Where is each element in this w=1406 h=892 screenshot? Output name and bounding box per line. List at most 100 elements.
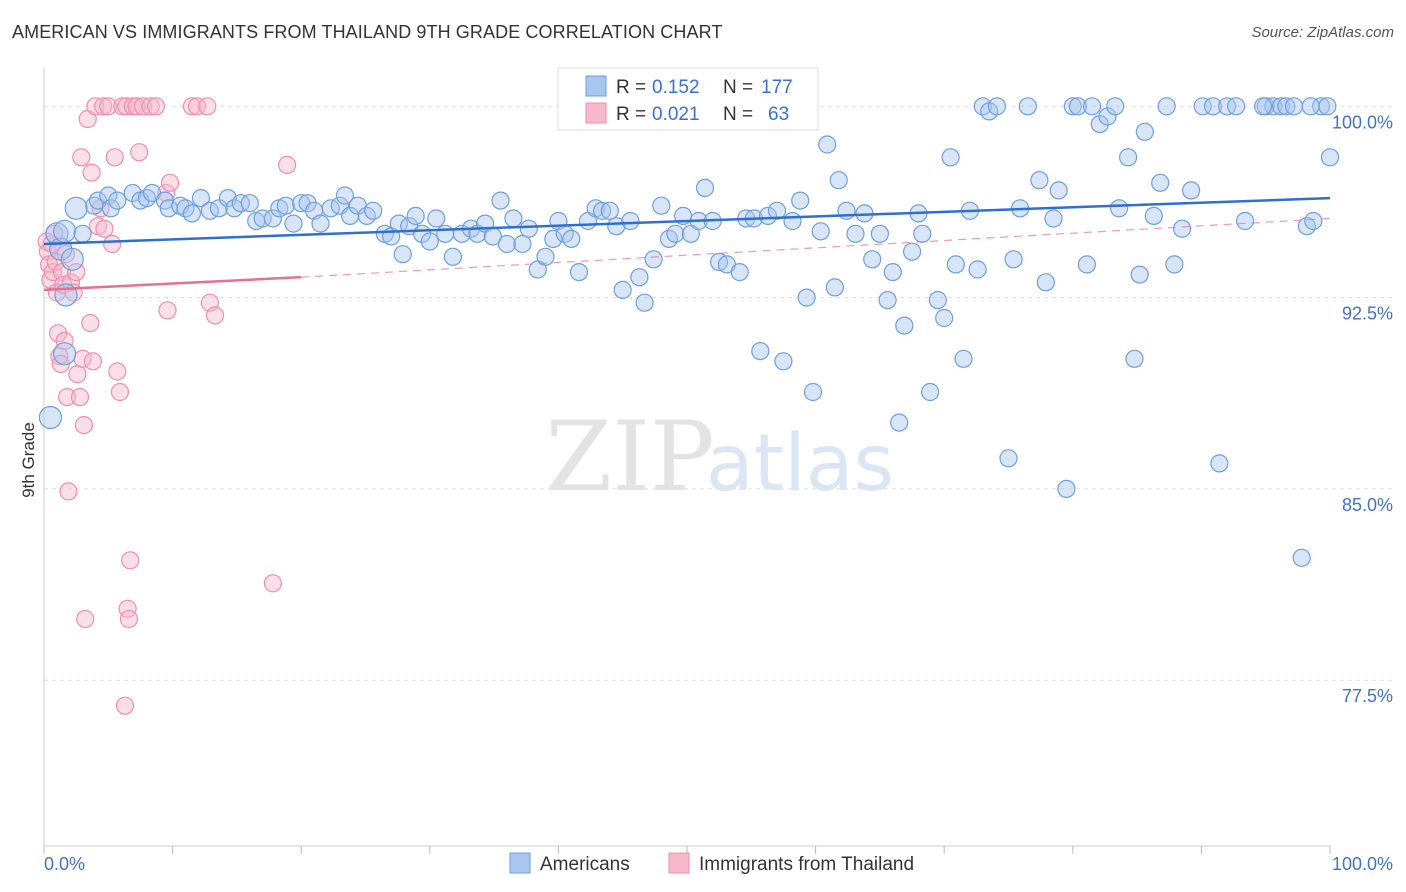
americans-point bbox=[1030, 171, 1049, 190]
americans-point bbox=[491, 191, 510, 210]
thailand-point bbox=[48, 324, 68, 343]
watermark-atlas: atlas bbox=[706, 419, 895, 509]
americans-point bbox=[420, 232, 439, 251]
americans-point bbox=[1318, 97, 1337, 116]
americans-point bbox=[276, 196, 295, 215]
americans-point bbox=[954, 349, 973, 368]
americans-point bbox=[1264, 97, 1283, 116]
americans-point bbox=[1304, 211, 1323, 231]
thailand-point bbox=[141, 97, 160, 116]
americans-point bbox=[1292, 548, 1311, 567]
americans-point bbox=[797, 288, 816, 307]
americans-point bbox=[652, 196, 671, 215]
americans-point bbox=[644, 250, 663, 269]
americans-point bbox=[253, 209, 272, 228]
americans-point bbox=[803, 382, 823, 402]
americans-point bbox=[497, 234, 517, 254]
americans-point bbox=[52, 342, 77, 366]
americans-point bbox=[393, 245, 412, 264]
trend-line-americans bbox=[43, 196, 1331, 246]
americans-point bbox=[878, 291, 897, 310]
thailand-point bbox=[76, 609, 95, 629]
americans-point bbox=[791, 191, 810, 210]
americans-point bbox=[1253, 97, 1273, 116]
americans-point bbox=[987, 97, 1007, 116]
legend-r-value-thailand: 0.021 bbox=[652, 104, 700, 125]
americans-point bbox=[695, 178, 715, 197]
americans-point bbox=[870, 224, 890, 243]
bottom-legend-swatch-thailand bbox=[668, 852, 690, 874]
americans-point bbox=[182, 204, 201, 223]
x-tick-label-max: 100.0% bbox=[1332, 854, 1393, 874]
americans-point bbox=[946, 255, 965, 274]
americans-point bbox=[751, 342, 770, 361]
americans-point bbox=[1172, 219, 1192, 238]
legend-r-label-americans: R = bbox=[616, 77, 646, 98]
americans-point bbox=[941, 148, 960, 167]
americans-point bbox=[137, 189, 156, 208]
legend-r-value-americans: 0.152 bbox=[652, 77, 700, 98]
chart-title: AMERICAN VS IMMIGRANTS FROM THAILAND 9TH… bbox=[12, 22, 723, 42]
thailand-point bbox=[59, 482, 78, 501]
americans-point bbox=[758, 206, 778, 225]
thailand-point bbox=[119, 609, 138, 629]
americans-point bbox=[536, 247, 555, 266]
americans-point bbox=[1063, 97, 1082, 116]
americans-point bbox=[1077, 255, 1097, 274]
x-tick-label-min: 0.0% bbox=[44, 854, 85, 874]
americans-point bbox=[60, 247, 84, 271]
americans-point bbox=[1018, 97, 1037, 116]
americans-point bbox=[284, 214, 303, 233]
americans-point bbox=[890, 413, 909, 432]
americans-point bbox=[1049, 181, 1068, 200]
bottom-legend-label-americans: Americans bbox=[540, 854, 630, 875]
americans-point bbox=[902, 242, 922, 261]
legend-swatch-americans bbox=[585, 75, 607, 97]
americans-point bbox=[1068, 97, 1088, 116]
americans-point bbox=[436, 224, 455, 243]
americans-point bbox=[569, 263, 589, 282]
thailand-point bbox=[83, 352, 103, 371]
thailand-point bbox=[113, 97, 132, 116]
thailand-point bbox=[108, 362, 127, 381]
americans-point bbox=[630, 268, 649, 287]
americans-point bbox=[1301, 97, 1320, 116]
americans-point bbox=[1157, 97, 1176, 116]
watermark-zip: ZIP bbox=[545, 401, 714, 513]
thailand-point bbox=[94, 97, 113, 116]
americans-point bbox=[1181, 181, 1201, 200]
y-tick-label: 77.5% bbox=[1342, 686, 1393, 706]
americans-point bbox=[863, 250, 882, 269]
thailand-point bbox=[74, 416, 94, 435]
americans-point bbox=[443, 247, 462, 266]
legend-n-label-americans: N = bbox=[723, 77, 753, 98]
series-americans-points bbox=[38, 97, 1340, 567]
grid-lines bbox=[44, 105, 1392, 681]
bottom-legend: Americans Immigrants from Thailand bbox=[509, 852, 914, 875]
americans-point bbox=[635, 293, 654, 312]
legend-swatch-thailand bbox=[585, 102, 607, 124]
americans-point bbox=[1135, 122, 1154, 141]
y-axis-title: 9th Grade bbox=[19, 422, 38, 498]
americans-point bbox=[621, 211, 640, 231]
americans-point bbox=[607, 217, 626, 236]
americans-point bbox=[920, 382, 940, 402]
americans-point bbox=[1311, 97, 1331, 116]
thailand-point bbox=[70, 388, 90, 407]
americans-point bbox=[1151, 173, 1170, 192]
americans-point bbox=[829, 171, 848, 190]
americans-point bbox=[513, 234, 532, 254]
americans-point bbox=[1144, 206, 1163, 225]
americans-point bbox=[1226, 97, 1246, 116]
americans-point bbox=[298, 194, 317, 213]
americans-point bbox=[818, 135, 837, 154]
trend-lines bbox=[43, 196, 1331, 292]
thailand-point bbox=[55, 331, 74, 350]
thailand-point bbox=[133, 97, 153, 116]
americans-point bbox=[592, 201, 612, 220]
thailand-point bbox=[81, 314, 100, 333]
americans-point bbox=[1082, 97, 1102, 116]
thailand-point bbox=[95, 219, 114, 238]
y-tick-label: 100.0% bbox=[1332, 112, 1393, 132]
americans-point bbox=[1271, 97, 1291, 116]
